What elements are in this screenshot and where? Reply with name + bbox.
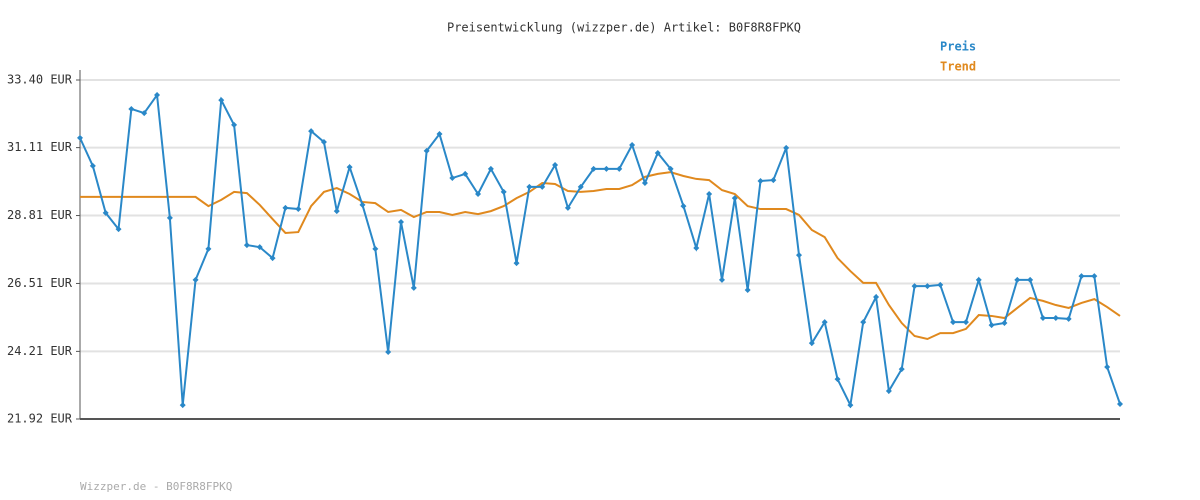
point bbox=[1039, 315, 1046, 322]
point bbox=[731, 195, 738, 202]
point bbox=[397, 219, 404, 226]
point bbox=[577, 183, 584, 190]
y-tick-label: 26.51 EUR bbox=[7, 276, 73, 290]
point bbox=[192, 276, 199, 283]
point bbox=[590, 165, 597, 172]
point bbox=[603, 165, 610, 172]
point bbox=[243, 242, 250, 249]
point bbox=[372, 245, 379, 252]
legend-entry: Preis bbox=[940, 40, 976, 54]
point bbox=[410, 284, 417, 291]
point bbox=[166, 214, 173, 221]
y-tick-label: 31.11 EUR bbox=[7, 140, 73, 154]
point bbox=[333, 208, 340, 215]
point bbox=[680, 203, 687, 210]
point bbox=[487, 165, 494, 172]
y-tick-label: 24.21 EUR bbox=[7, 344, 73, 358]
point bbox=[423, 147, 430, 154]
point bbox=[924, 283, 931, 290]
point bbox=[1027, 276, 1034, 283]
point bbox=[962, 319, 969, 326]
point bbox=[436, 131, 443, 138]
point bbox=[256, 244, 263, 251]
point bbox=[834, 376, 841, 383]
point bbox=[102, 209, 109, 216]
point bbox=[282, 204, 289, 211]
point bbox=[975, 276, 982, 283]
point bbox=[115, 226, 122, 233]
point bbox=[783, 144, 790, 151]
point bbox=[295, 206, 302, 213]
point bbox=[1104, 364, 1111, 371]
point bbox=[1065, 315, 1072, 322]
point bbox=[718, 276, 725, 283]
point bbox=[77, 134, 83, 141]
point bbox=[937, 281, 944, 288]
point bbox=[873, 294, 880, 301]
footer: Wizzper.de - B0F8R8FPKQ bbox=[80, 480, 232, 493]
point bbox=[475, 190, 482, 197]
point bbox=[860, 319, 867, 326]
point bbox=[706, 190, 713, 197]
point bbox=[1014, 276, 1021, 283]
point bbox=[269, 255, 276, 262]
point bbox=[654, 149, 661, 156]
point bbox=[911, 283, 918, 290]
point bbox=[500, 188, 507, 195]
point bbox=[885, 387, 892, 394]
point bbox=[205, 245, 212, 252]
point bbox=[218, 97, 225, 104]
point bbox=[1052, 315, 1059, 322]
point bbox=[1117, 400, 1123, 407]
point bbox=[667, 165, 674, 172]
series-line bbox=[79, 92, 1121, 409]
chart-title: Preisentwicklung (wizzper.de) Artikel: B… bbox=[447, 21, 801, 35]
point bbox=[770, 177, 777, 184]
point bbox=[1078, 273, 1085, 280]
point bbox=[757, 177, 764, 184]
point bbox=[821, 319, 828, 326]
point bbox=[796, 252, 803, 259]
point bbox=[564, 204, 571, 211]
point bbox=[950, 319, 957, 326]
point bbox=[359, 201, 366, 208]
point bbox=[231, 121, 238, 128]
series-line bbox=[80, 171, 1121, 341]
point bbox=[141, 110, 148, 117]
point bbox=[744, 286, 751, 293]
point bbox=[154, 92, 161, 99]
point bbox=[179, 402, 186, 409]
point bbox=[1001, 320, 1008, 327]
point bbox=[526, 183, 533, 190]
point bbox=[462, 170, 469, 177]
point bbox=[641, 180, 648, 187]
point bbox=[988, 322, 995, 329]
point bbox=[539, 183, 546, 190]
point bbox=[1091, 273, 1098, 280]
y-tick-label: 21.92 EUR bbox=[7, 412, 73, 426]
y-tick-label: 28.81 EUR bbox=[7, 208, 73, 222]
point bbox=[385, 348, 392, 355]
point bbox=[616, 165, 623, 172]
point bbox=[89, 162, 96, 169]
point bbox=[847, 402, 854, 409]
point bbox=[808, 340, 815, 347]
point bbox=[513, 260, 520, 267]
legend-entry: Trend bbox=[940, 60, 976, 74]
point bbox=[308, 128, 315, 135]
point bbox=[346, 164, 353, 171]
point bbox=[320, 139, 327, 146]
y-tick-label: 33.40 EUR bbox=[7, 73, 73, 87]
point bbox=[128, 105, 135, 112]
point bbox=[693, 245, 700, 252]
point bbox=[449, 175, 456, 182]
point bbox=[629, 141, 636, 148]
point bbox=[552, 162, 559, 169]
point bbox=[898, 366, 905, 373]
